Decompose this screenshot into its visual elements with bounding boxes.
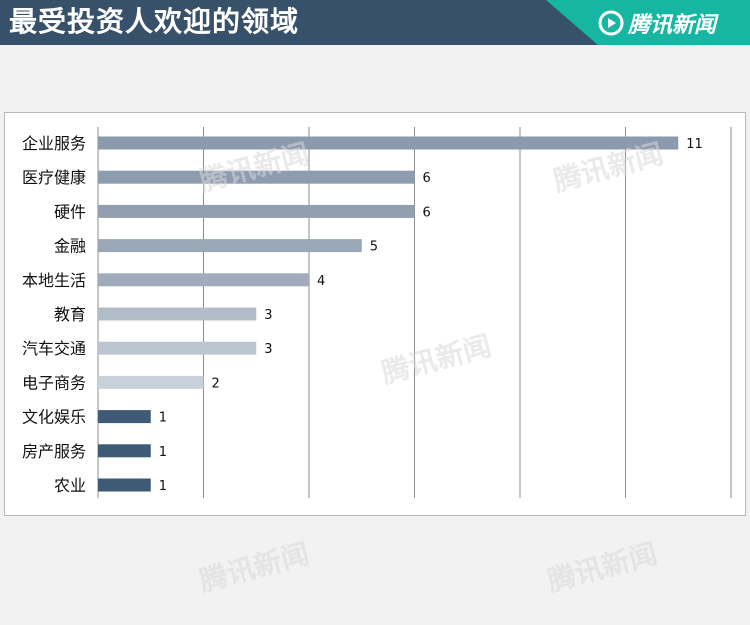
brand-name: 腾讯新闻 xyxy=(628,13,717,38)
bar xyxy=(98,478,151,492)
tencent-news-logo-icon xyxy=(598,10,624,36)
watermark: 腾讯新闻 xyxy=(544,537,661,598)
category-label: 企业服务 xyxy=(22,134,86,153)
category-label: 文化娱乐 xyxy=(22,408,86,427)
bar xyxy=(98,170,415,184)
bar xyxy=(98,239,362,253)
chart-panel: 企业服务 11 医疗健康 6 硬件 6 金融 5 本地生活 4 教育 3 汽车交通 3 电子商务 2 文化娱乐 1… xyxy=(4,112,746,516)
header-bar: 最受投资人欢迎的领域 腾讯新闻 xyxy=(0,0,750,45)
category-label: 医疗健康 xyxy=(22,168,86,187)
bar xyxy=(98,341,257,355)
data-label: 11 xyxy=(686,137,703,152)
data-label: 3 xyxy=(264,342,272,357)
data-label: 6 xyxy=(423,171,431,186)
category-label: 本地生活 xyxy=(22,271,86,290)
data-label: 3 xyxy=(264,308,272,323)
data-label: 5 xyxy=(370,240,378,255)
category-label: 教育 xyxy=(54,305,86,324)
data-label: 1 xyxy=(159,411,167,426)
data-label: 1 xyxy=(159,445,167,460)
data-label: 1 xyxy=(159,479,167,494)
brand-logo[interactable]: 腾讯新闻 xyxy=(598,8,716,38)
bar xyxy=(98,444,151,458)
bar xyxy=(98,273,309,287)
watermark: 腾讯新闻 xyxy=(196,537,313,598)
category-label: 金融 xyxy=(54,237,86,256)
category-label: 电子商务 xyxy=(22,373,86,392)
data-label: 4 xyxy=(317,274,325,289)
bar xyxy=(98,410,151,424)
category-label: 房产服务 xyxy=(22,442,86,461)
bar xyxy=(98,307,257,321)
bar xyxy=(98,375,204,389)
bar xyxy=(98,136,679,150)
category-label: 汽车交通 xyxy=(22,339,86,358)
category-label: 农业 xyxy=(54,476,86,495)
page-title: 最受投资人欢迎的领域 xyxy=(9,5,300,38)
data-label: 2 xyxy=(212,376,220,391)
bar xyxy=(98,204,415,218)
title-bar xyxy=(0,0,600,45)
category-label: 硬件 xyxy=(54,202,86,221)
data-label: 6 xyxy=(423,205,431,220)
